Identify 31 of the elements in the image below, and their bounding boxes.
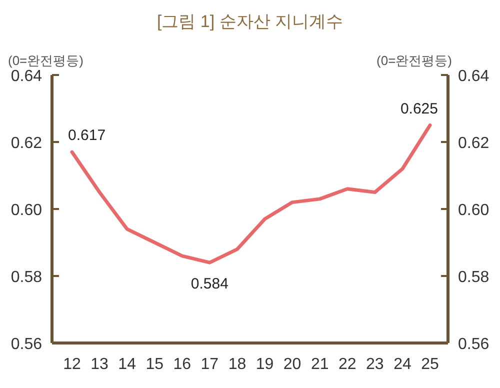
y-tick-label: 0.60 [10, 202, 42, 219]
data-label: 0.617 [68, 127, 106, 144]
y-tick-label: 0.58 [10, 269, 42, 286]
y-tick-label: 0.56 [10, 336, 42, 353]
y2-axis-title: (0=완전평등) [376, 53, 452, 68]
x-tick-label: 15 [146, 356, 164, 373]
x-tick-label: 20 [283, 356, 302, 373]
x-tick-label: 25 [421, 356, 439, 373]
y2-tick-label: 0.56 [458, 336, 490, 353]
y2-tick-label: 0.58 [458, 269, 490, 286]
y2-tick-label: 0.64 [458, 68, 490, 85]
y-tick-label: 0.64 [10, 68, 42, 85]
y-tick-label: 0.62 [10, 135, 42, 152]
x-tick-label: 22 [338, 356, 356, 373]
x-tick-label: 12 [63, 356, 81, 373]
chart-title: [그림 1] 순자산 지니계수 [156, 12, 344, 31]
y2-tick-label: 0.60 [458, 202, 490, 219]
line-series [70, 124, 432, 264]
data-label: 0.584 [190, 276, 228, 293]
x-tick-label: 16 [173, 356, 192, 373]
x-tick-label: 17 [200, 356, 219, 373]
x-tick-label: 19 [256, 356, 274, 373]
x-tick-label: 13 [90, 356, 109, 373]
x-tick-label: 24 [394, 356, 412, 373]
y-axis-title: (0=완전평등) [8, 53, 84, 68]
data-label: 0.625 [400, 100, 438, 118]
x-tick-label: 21 [310, 356, 329, 373]
y2-tick-label: 0.62 [458, 135, 490, 152]
x-tick-label: 23 [366, 356, 384, 373]
x-tick-label: 14 [118, 356, 136, 373]
x-tick-label: 18 [228, 356, 246, 373]
